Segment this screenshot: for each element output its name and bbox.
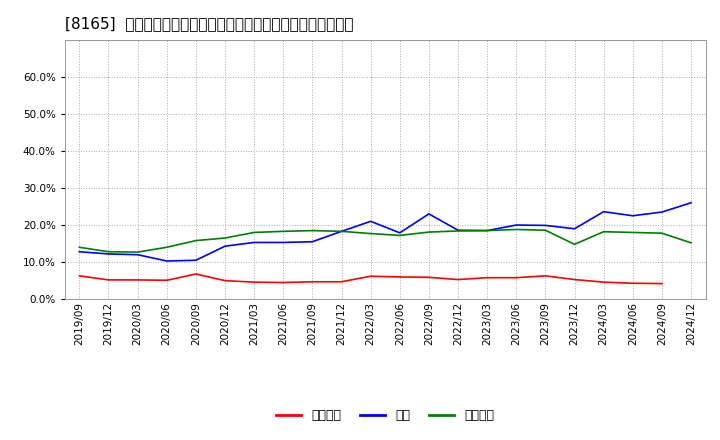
Legend: 売上債権, 在庫, 買入債務: 売上債権, 在庫, 買入債務	[271, 404, 499, 427]
Text: [8165]  売上債権、在庫、買入債務の総資産に対する比率の推移: [8165] 売上債権、在庫、買入債務の総資産に対する比率の推移	[65, 16, 354, 31]
